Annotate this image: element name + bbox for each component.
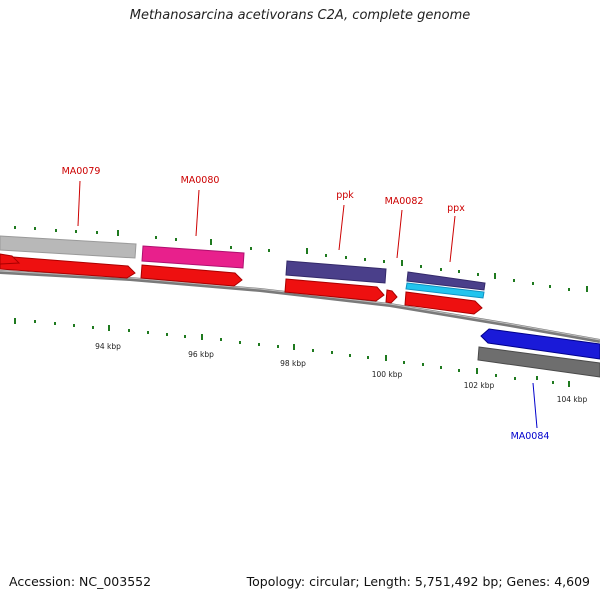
gene-label-ppk[interactable]: ppk [336, 190, 354, 201]
gene-block-ppx-cyan[interactable] [405, 282, 485, 299]
gene-label-ma0084[interactable]: MA0084 [511, 431, 550, 442]
gene-label-ppx[interactable]: ppx [447, 203, 465, 214]
gene-label-ma0079[interactable]: MA0079 [62, 166, 101, 177]
tick-label-98kbp: 98 kbp [280, 359, 306, 368]
lower-tick-ruler [14, 318, 570, 387]
label-leader-lines [77, 180, 538, 429]
gene-label-ma0080[interactable]: MA0080 [181, 175, 220, 186]
upper-tick-ruler [14, 226, 588, 292]
gene-block-ppk-purple[interactable] [285, 260, 387, 284]
cds-arrow-ma0082[interactable] [385, 289, 398, 304]
map-title: Methanosarcina acetivorans C2A, complete… [129, 8, 471, 23]
cds-arrow-ma0080[interactable] [140, 264, 243, 287]
tick-label-102kbp: 102 kbp [464, 381, 495, 390]
tick-label-96kbp: 96 kbp [188, 350, 214, 359]
gene-block-ppx-purple[interactable] [406, 271, 486, 291]
cds-arrow-ppk[interactable] [284, 278, 385, 302]
tick-label-100kbp: 100 kbp [372, 370, 403, 379]
tick-label-94kbp: 94 kbp [95, 342, 121, 351]
genome-backbone [0, 270, 600, 343]
gene-block-ma0080-pink[interactable] [141, 245, 245, 269]
cds-arrow-ma0079-inner-tip [0, 253, 21, 265]
accession-text: Accession: NC_003552 [9, 574, 152, 589]
cds-arrow-ppx[interactable] [404, 291, 483, 315]
gene-label-ma0082[interactable]: MA0082 [385, 196, 424, 207]
gene-block-ma0079-gray[interactable] [0, 235, 137, 259]
cds-arrow-ma0084-reverse[interactable] [480, 328, 600, 360]
cds-arrow-ma0079[interactable] [0, 255, 136, 279]
gene-block-ma0084-gray[interactable] [477, 346, 600, 378]
tick-label-104kbp: 104 kbp [557, 395, 588, 404]
genome-summary-text: Topology: circular; Length: 5,751,492 bp… [246, 574, 590, 589]
